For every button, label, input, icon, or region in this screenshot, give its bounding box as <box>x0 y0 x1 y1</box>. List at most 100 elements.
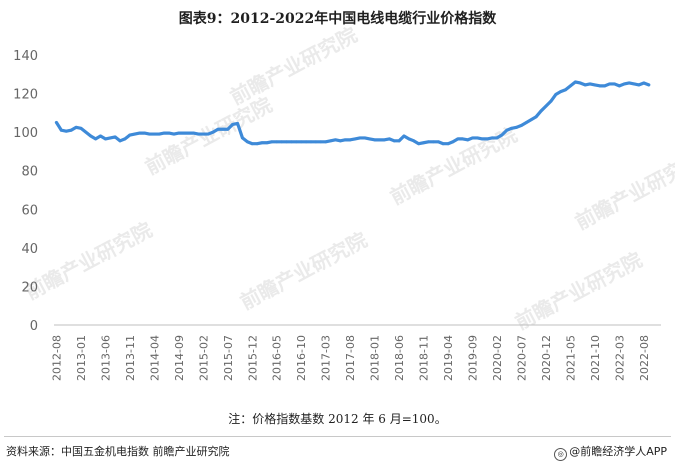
data-point <box>177 131 181 135</box>
data-point <box>539 109 543 113</box>
data-point <box>275 140 279 144</box>
data-point <box>343 138 347 142</box>
x-tick-label: 2013-01 <box>75 335 88 381</box>
data-point <box>245 140 249 144</box>
data-point <box>544 104 548 108</box>
y-tick-label: 20 <box>21 280 38 295</box>
data-point <box>99 134 102 138</box>
data-point <box>573 80 577 84</box>
data-point <box>627 81 631 85</box>
data-point <box>123 137 127 141</box>
data-point <box>637 83 641 87</box>
x-tick-label: 2020-02 <box>491 335 504 381</box>
x-tick-label: 2014-04 <box>148 335 161 381</box>
data-point <box>520 123 523 127</box>
data-point <box>495 136 499 140</box>
footer-divider <box>4 436 671 437</box>
data-point <box>270 140 274 144</box>
data-point <box>515 125 518 129</box>
data-point <box>138 131 142 135</box>
data-point <box>476 136 479 140</box>
data-point <box>324 140 328 144</box>
x-tick-label: 2017-08 <box>344 335 357 381</box>
data-point <box>231 123 235 126</box>
data-point <box>290 140 293 144</box>
data-point <box>564 88 567 92</box>
x-tick-label: 2016-05 <box>271 335 284 381</box>
data-point <box>221 127 225 131</box>
watermark-text: 前瞻产业研究院 <box>236 227 371 314</box>
data-point <box>392 139 396 143</box>
x-tick-label: 2018-11 <box>418 335 431 381</box>
data-point <box>613 82 616 86</box>
x-tick-label: 2016-10 <box>295 335 308 381</box>
data-point <box>480 137 484 141</box>
data-point <box>94 137 98 141</box>
data-point <box>133 132 137 136</box>
data-point <box>598 84 602 88</box>
data-point <box>617 84 621 88</box>
x-tick-label: 2020-12 <box>540 335 553 381</box>
data-point <box>578 81 582 85</box>
x-tick-label: 2021-10 <box>589 335 602 381</box>
chart-note: 注：价格指数基数 2012 年 6 月=100。 <box>228 412 447 426</box>
x-tick-label: 2014-09 <box>173 335 186 381</box>
data-point <box>59 128 63 132</box>
data-point <box>436 140 440 144</box>
axes: 0 20 40 60 80 100 120 140 2012-08 2013-01 2013-06 2… <box>13 49 661 381</box>
data-point <box>583 83 587 87</box>
data-point <box>299 140 303 144</box>
data-point <box>368 137 372 141</box>
data-point <box>554 93 558 96</box>
data-point <box>118 139 122 143</box>
data-point <box>549 99 553 103</box>
y-tick-label: 40 <box>21 242 38 257</box>
data-point <box>373 138 377 142</box>
data-point <box>485 137 489 141</box>
data-point <box>353 137 357 141</box>
data-point <box>108 136 112 140</box>
data-point <box>255 142 259 146</box>
data-point <box>451 140 455 144</box>
data-point <box>304 140 308 144</box>
data-point <box>84 130 88 134</box>
x-tick-label: 2021-05 <box>564 335 577 381</box>
x-tick-label: 2017-03 <box>320 335 333 381</box>
x-tick-label: 2022-08 <box>638 335 651 381</box>
x-tick-label: 2013-06 <box>99 335 112 381</box>
brand-credit: ◎ @前瞻经济学人APP <box>554 443 667 461</box>
data-point <box>148 132 151 136</box>
data-point <box>206 132 210 136</box>
data-point <box>431 140 435 144</box>
data-point <box>329 139 332 143</box>
data-point <box>294 140 298 144</box>
data-point <box>471 136 474 140</box>
data-point <box>441 142 445 146</box>
data-point <box>128 133 132 137</box>
y-tick-label: 120 <box>13 88 38 103</box>
data-point <box>211 130 215 134</box>
y-tick-label: 0 <box>30 319 38 334</box>
data-point <box>265 141 269 145</box>
watermark-text: 前瞻产业研究院 <box>511 247 646 334</box>
data-point <box>608 82 611 86</box>
watermark-text: 前瞻产业研究院 <box>141 92 276 179</box>
watermark-text: 前瞻产业研究院 <box>571 147 675 234</box>
data-point <box>529 118 533 122</box>
x-tick-label: 2019-04 <box>442 335 455 381</box>
data-point <box>402 134 406 138</box>
data-point <box>182 131 186 135</box>
x-tick-label: 2015-07 <box>222 335 235 381</box>
brand-logo-icon: ◎ <box>554 448 568 461</box>
data-point <box>226 127 230 131</box>
x-tick-label: 2013-11 <box>124 335 137 381</box>
data-point <box>309 140 313 144</box>
data-point <box>187 131 191 135</box>
data-point <box>569 84 572 88</box>
data-point <box>167 131 171 135</box>
brand-text: @前瞻经济学人APP <box>569 445 667 458</box>
data-point <box>64 129 68 133</box>
data-point <box>534 115 538 119</box>
data-point <box>490 136 494 140</box>
